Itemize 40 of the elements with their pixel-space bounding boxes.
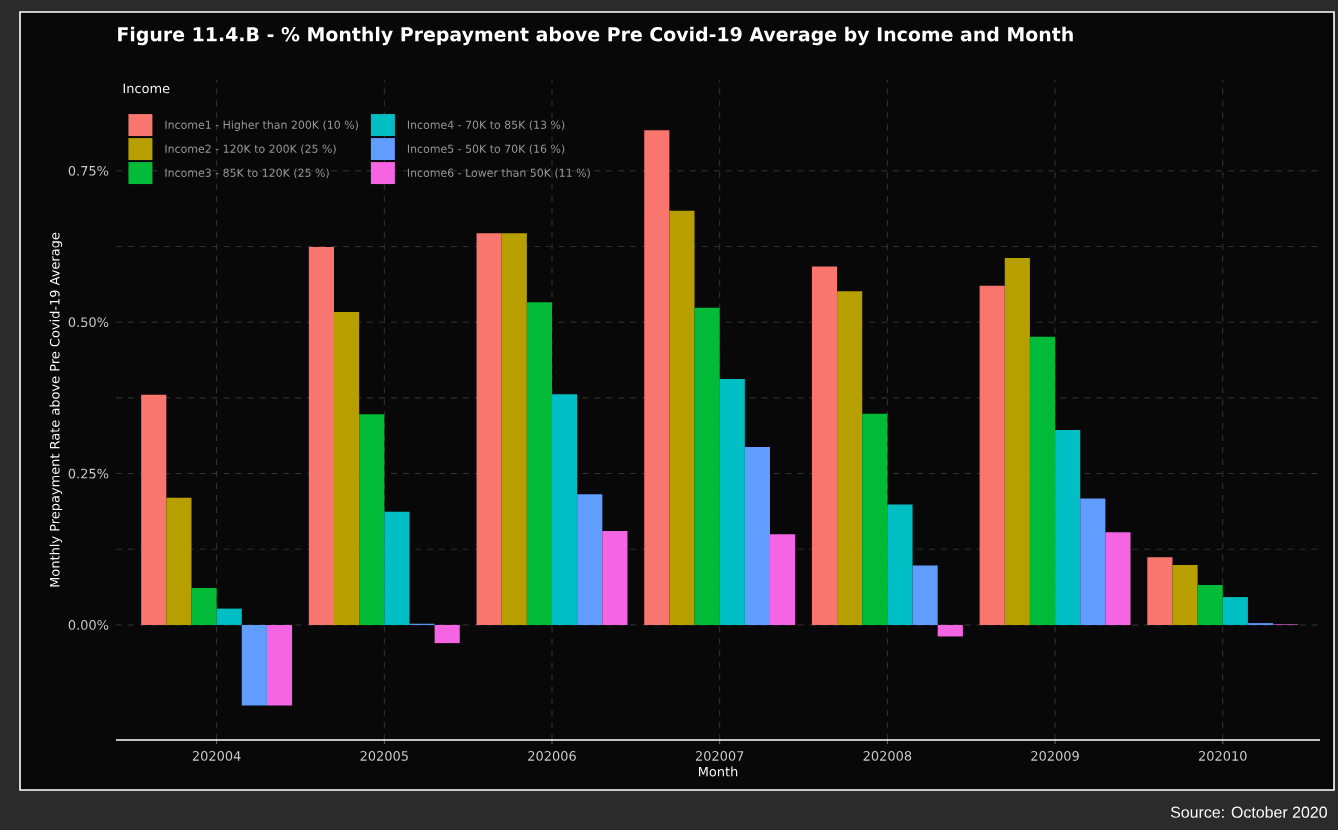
bar [308, 247, 335, 625]
bar [837, 291, 863, 625]
bar [384, 511, 410, 625]
chart-title: Figure 11.4.B - % Monthly Prepayment above Pre Covid-19 Average by Income and Month [118, 26, 1073, 46]
bar [669, 210, 695, 625]
bar [1172, 565, 1198, 625]
bar [644, 130, 670, 625]
bar [887, 504, 913, 625]
bar [1029, 336, 1056, 625]
bar [1055, 429, 1081, 625]
bar [770, 534, 796, 625]
bar [602, 531, 628, 625]
bar [912, 565, 938, 625]
bar [1222, 597, 1248, 625]
bar [694, 307, 720, 625]
bar [334, 311, 360, 625]
bar [216, 608, 242, 625]
bar [359, 414, 385, 625]
bar [862, 413, 888, 625]
bar [937, 624, 963, 637]
bar [166, 497, 192, 625]
bar [501, 233, 527, 625]
bar [577, 494, 603, 625]
bar [1080, 498, 1106, 625]
bar [1004, 258, 1030, 625]
bar [552, 394, 578, 625]
bar [141, 394, 167, 625]
bar [1147, 557, 1173, 625]
bar [744, 446, 770, 625]
bar [434, 624, 460, 644]
bar [811, 266, 838, 625]
bar [1197, 584, 1223, 625]
bar [979, 285, 1005, 625]
bar [719, 379, 745, 625]
bar [476, 233, 502, 625]
bar [1105, 532, 1131, 625]
bar [241, 624, 267, 706]
bar [526, 302, 552, 625]
bar [191, 588, 217, 625]
bar [266, 624, 293, 706]
